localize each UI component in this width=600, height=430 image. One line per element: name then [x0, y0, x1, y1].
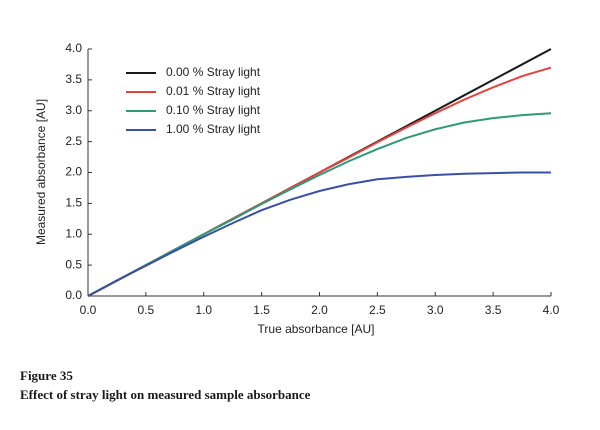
data-line [87, 112, 552, 297]
legend-label: 1.00 % Stray light [166, 122, 261, 136]
y-axis-title: Measured absorbance [AU] [34, 99, 48, 245]
x-tick-label: 3.0 [427, 303, 444, 317]
y-tick-label: 3.5 [65, 72, 82, 86]
figure-caption: Effect of stray light on measured sample… [20, 387, 311, 402]
x-tick-label: 1.5 [253, 303, 270, 317]
legend-label: 0.01 % Stray light [166, 84, 261, 98]
y-tick-label: 1.5 [65, 196, 82, 210]
y-tick-label: 1.0 [65, 226, 82, 240]
figure-label: Figure 35 [20, 368, 73, 383]
y-tick-label: 3.0 [65, 103, 82, 117]
legend-label: 0.00 % Stray light [166, 65, 261, 79]
data-line [87, 66, 552, 297]
x-tick-label: 2.5 [369, 303, 386, 317]
x-tick-label: 2.0 [311, 303, 328, 317]
x-tick-label: 3.5 [485, 303, 502, 317]
y-tick-label: 0.5 [65, 257, 82, 271]
y-tick-label: 2.0 [65, 165, 82, 179]
data-line [87, 171, 551, 297]
y-tick-label: 0.0 [65, 288, 82, 302]
x-tick-label: 0.0 [80, 303, 97, 317]
legend-label: 0.10 % Stray light [166, 103, 261, 117]
y-tick-label: 2.5 [65, 134, 82, 148]
x-tick-label: 0.5 [138, 303, 155, 317]
y-tick-label: 4.0 [65, 41, 82, 55]
x-axis-title: True absorbance [AU] [258, 322, 375, 336]
x-tick-label: 4.0 [543, 303, 560, 317]
x-tick-label: 1.0 [195, 303, 212, 317]
